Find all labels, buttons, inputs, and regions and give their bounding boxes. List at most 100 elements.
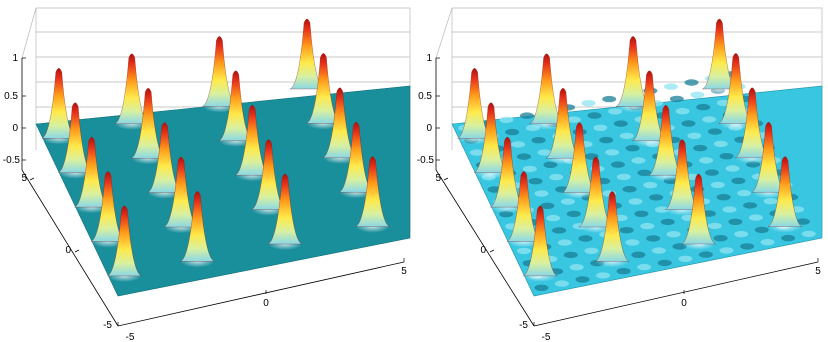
ripple-bump <box>713 140 728 148</box>
ripple-bump <box>748 214 763 221</box>
ripple-bump <box>619 132 634 140</box>
ripple-bump <box>640 222 655 230</box>
ripple-bump <box>760 239 775 246</box>
ripple-bump <box>631 157 646 164</box>
ripple-bump <box>681 120 696 127</box>
ripple-bump <box>740 243 755 250</box>
ripple-bump <box>722 206 737 213</box>
ripple-bump <box>719 247 734 254</box>
ripple-bump <box>654 206 669 213</box>
ripple-bump <box>737 189 752 197</box>
ripple-bump <box>781 234 796 242</box>
ripple-bump <box>608 108 623 115</box>
y-axis-line-left <box>21 169 119 327</box>
x-tick-label: 0 <box>263 298 269 309</box>
ripple-bump <box>569 264 584 271</box>
peaks-left <box>41 18 390 282</box>
ripple-bump <box>637 169 652 176</box>
ripple-bump <box>549 173 564 181</box>
x-tick-label: 0 <box>681 298 687 309</box>
ripple-bump <box>625 239 640 246</box>
ripple-bump <box>552 227 567 234</box>
tick-mark <box>74 249 80 253</box>
ripple-bump <box>696 103 711 111</box>
y-tick-label: -5 <box>519 320 528 331</box>
axis-frame-left <box>21 58 405 327</box>
ripple-bump <box>646 235 661 242</box>
ripple-bump <box>690 91 705 99</box>
ripple-bump <box>678 255 693 262</box>
ripple-bump <box>622 186 637 193</box>
ripple-bump <box>531 137 546 144</box>
ripple-bump <box>643 181 658 189</box>
x-tick-label: 5 <box>401 266 407 277</box>
x-tick-label: -5 <box>542 332 551 342</box>
x-axis-line-right <box>533 261 819 327</box>
ripple-bump <box>625 145 640 152</box>
ripple-bump <box>616 268 631 275</box>
ripple-bump <box>599 136 614 144</box>
ripple-bump <box>557 239 572 246</box>
ticks-right <box>436 57 819 326</box>
z-tick-label: -0.5 <box>3 155 21 166</box>
y-axis-line-right <box>435 169 535 327</box>
ticks-left <box>22 57 405 326</box>
ripple-bump <box>675 108 690 115</box>
ripple-bump <box>725 165 740 172</box>
ripple-bump <box>584 247 599 254</box>
ripple-bump <box>707 128 722 135</box>
y-tick-label: 0 <box>480 245 486 256</box>
z-tick-label: 1 <box>426 53 432 64</box>
ripple-bump <box>499 116 514 124</box>
ripple-bump <box>540 202 555 209</box>
ripple-bump <box>634 210 649 217</box>
ripple-bump <box>522 165 537 173</box>
x-axis-line-left <box>117 261 405 327</box>
y-tick-label: -5 <box>103 320 112 331</box>
ripple-bump <box>554 280 569 287</box>
ripple-bump <box>566 210 581 218</box>
axis-frame-right <box>435 58 819 327</box>
x-tick-label: -5 <box>126 332 135 342</box>
ripple-bump <box>528 178 543 185</box>
y-tick-label: 5 <box>435 173 441 184</box>
ripple-bump <box>669 95 684 103</box>
z-tick-label: 1 <box>12 53 18 64</box>
ripple-bump <box>593 124 608 131</box>
ripple-bump <box>649 194 664 201</box>
ripple-bump <box>754 226 769 234</box>
ripple-bump <box>578 235 593 242</box>
ripple-bump <box>613 120 628 127</box>
ripple-bump <box>702 116 717 123</box>
y-tick-label: 5 <box>21 173 27 184</box>
ripple-bump <box>763 198 778 205</box>
z-tick-label: 0 <box>12 123 18 134</box>
ripple-bump <box>728 218 743 225</box>
ripple-bump <box>534 284 549 291</box>
ripple-bump <box>581 100 596 107</box>
ripple-bump <box>511 141 526 148</box>
ripple-bump <box>713 235 728 242</box>
ripple-bump <box>719 153 734 160</box>
ripple-bump <box>602 95 617 103</box>
ripple-bump <box>698 251 713 258</box>
ripple-bump <box>605 149 620 156</box>
ripple-bump <box>563 251 578 259</box>
ripple-bump <box>704 169 719 176</box>
ripple-bump <box>795 218 810 225</box>
ripple-bump <box>566 116 581 123</box>
z-tick-label: 0 <box>426 123 432 134</box>
ripple-bump <box>699 157 714 164</box>
x-tick-label: 5 <box>815 266 821 277</box>
ripple-bump <box>619 227 634 234</box>
ripple-bump <box>616 173 631 181</box>
ripple-bump <box>546 214 561 222</box>
ripple-bump <box>663 83 678 90</box>
ripple-bump <box>684 79 699 86</box>
tick-mark <box>489 249 495 253</box>
z-tick-label: 0.5 <box>4 91 18 102</box>
ripple-bump <box>707 222 722 230</box>
ripple-bump <box>637 263 652 271</box>
tick-labels-right: 1 0.5 0 -0.5 5 0 -5 -5 0 5 <box>417 53 821 342</box>
